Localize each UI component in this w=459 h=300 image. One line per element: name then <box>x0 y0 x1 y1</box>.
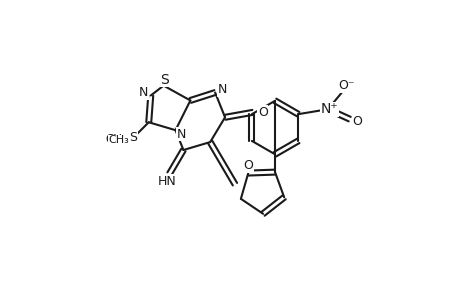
Text: O: O <box>243 159 252 172</box>
Text: O: O <box>257 106 267 119</box>
Text: S: S <box>129 131 137 144</box>
Text: S: S <box>105 133 112 146</box>
Text: O: O <box>352 115 362 128</box>
Text: O: O <box>243 160 252 172</box>
Text: S: S <box>160 73 168 87</box>
Text: O⁻: O⁻ <box>338 79 354 92</box>
Text: HN: HN <box>158 175 177 188</box>
Text: N⁺: N⁺ <box>320 102 338 116</box>
Text: N: N <box>139 86 148 99</box>
Text: CH₃: CH₃ <box>106 133 127 146</box>
Text: S: S <box>129 130 137 143</box>
Text: N: N <box>176 128 186 141</box>
Text: S: S <box>128 131 136 144</box>
Text: N: N <box>217 83 226 96</box>
Text: CH₃: CH₃ <box>108 136 129 146</box>
